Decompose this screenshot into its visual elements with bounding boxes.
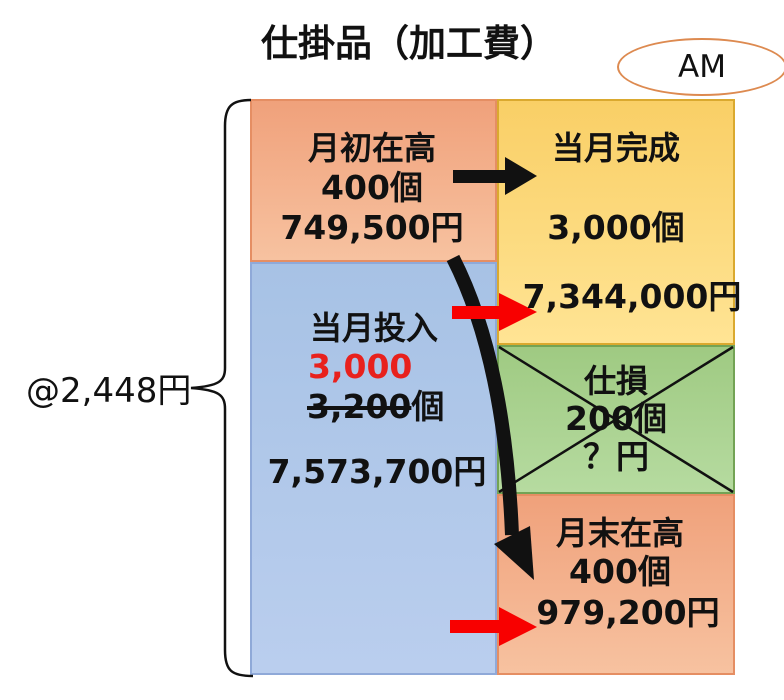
am-badge-label: AM xyxy=(678,49,726,85)
unit-cost-brace xyxy=(190,98,254,678)
completed-box xyxy=(497,99,735,345)
ending-inventory-box xyxy=(497,494,735,675)
current-input-box xyxy=(250,262,497,675)
am-badge: AM xyxy=(617,38,784,96)
spoilage-box xyxy=(497,345,735,494)
beginning-inventory-box xyxy=(250,99,497,262)
unit-cost-label: @2,448円 xyxy=(26,371,192,411)
diagram-title: 仕掛品（加工費） xyxy=(261,22,557,65)
